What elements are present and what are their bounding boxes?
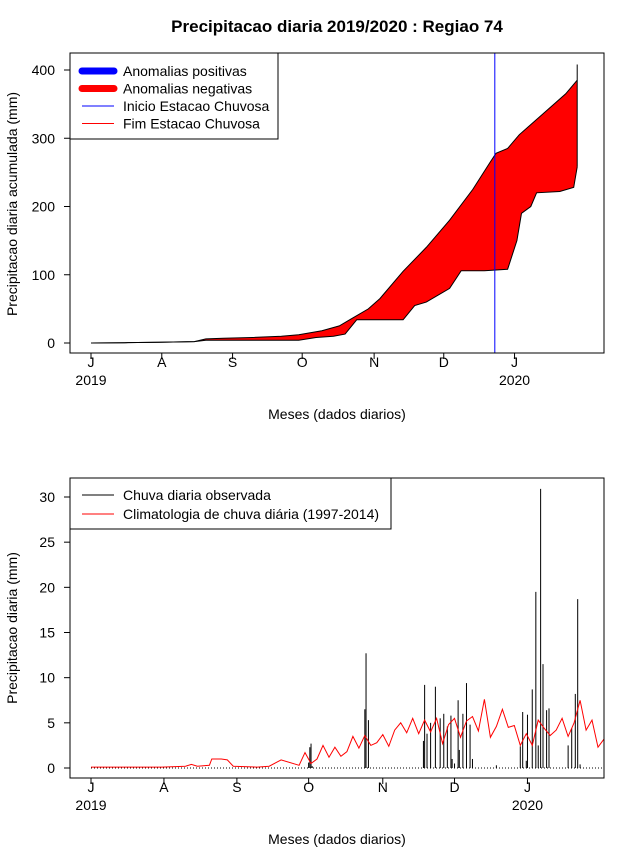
daily-bars-layer — [91, 488, 604, 769]
climatology-daily-line — [91, 699, 605, 768]
year-label: 2019 — [75, 797, 106, 813]
climatology-line-layer — [91, 699, 605, 768]
legend-label: Anomalias positivas — [123, 63, 247, 79]
x-tick-label: N — [369, 354, 379, 370]
y-tick-label: 300 — [32, 130, 56, 146]
legend-box — [69, 477, 392, 530]
y-tick-label: 20 — [39, 579, 55, 595]
y-axis-label: Precipitacao diaria acumulada (mm) — [4, 92, 20, 316]
x-axis-label: Meses (dados diarios) — [268, 406, 406, 422]
x-tick-label: N — [378, 779, 388, 795]
legend-label: Inicio Estacao Chuvosa — [123, 98, 270, 114]
y-axis: 0 100 200 300 400 — [32, 62, 70, 351]
anomaly-fill-layer — [91, 80, 578, 343]
year-label: 2019 — [75, 372, 106, 388]
x-tick-label: J — [511, 354, 518, 370]
y-axis-label: Precipitacao diaria (mm) — [4, 552, 20, 704]
x-tick-label: D — [439, 354, 449, 370]
x-tick-label: S — [228, 354, 237, 370]
cumulative-chart: 0 100 200 300 400 J A S O N D J 2019 2020 Precipitac… — [4, 52, 605, 422]
observed-cumulative-line — [90, 166, 578, 344]
y-tick-label: 10 — [39, 670, 55, 686]
climatology-cumulative-line — [90, 64, 578, 344]
y-tick-label: 25 — [39, 534, 55, 550]
legend-label: Anomalias negativas — [123, 81, 252, 97]
chart-title: Precipitacao diaria 2019/2020 : Regiao 7… — [171, 17, 503, 36]
x-tick-label: D — [449, 779, 459, 795]
y-tick-label: 200 — [32, 199, 56, 215]
x-axis: J A S O N D J 2019 2020 — [75, 352, 530, 388]
series-line-layer — [90, 64, 578, 344]
legend: Chuva diaria observada Climatologia de ch… — [69, 477, 392, 530]
x-tick-label: J — [88, 354, 95, 370]
x-tick-label: J — [88, 779, 95, 795]
year-label: 2020 — [512, 797, 543, 813]
legend-label: Climatologia de chuva diária (1997-2014) — [123, 506, 379, 522]
y-tick-label: 15 — [39, 625, 55, 641]
daily-chart: 0 5 10 15 20 25 30 J A S O N D J 2019 2020 Precipitaca… — [4, 477, 605, 847]
year-label: 2020 — [499, 372, 530, 388]
y-tick-label: 100 — [32, 267, 56, 283]
x-tick-label: S — [232, 779, 241, 795]
y-tick-label: 5 — [47, 715, 55, 731]
y-tick-label: 30 — [39, 489, 55, 505]
x-axis-label: Meses (dados diarios) — [268, 831, 406, 847]
legend-box — [69, 52, 279, 140]
y-tick-label: 400 — [32, 62, 56, 78]
x-tick-label: A — [159, 779, 169, 795]
negative-anomaly-area — [91, 80, 578, 343]
y-tick-label: 0 — [47, 335, 55, 351]
y-axis: 0 5 10 15 20 25 30 — [39, 489, 70, 776]
legend-label: Chuva diaria observada — [123, 487, 271, 503]
x-tick-label: A — [157, 354, 167, 370]
x-tick-label: J — [524, 779, 531, 795]
x-tick-label: O — [303, 779, 314, 795]
legend: Anomalias positivas Anomalias negativasIn… — [69, 52, 279, 140]
legend-label: Fim Estacao Chuvosa — [123, 116, 260, 132]
x-tick-label: O — [297, 354, 308, 370]
y-tick-label: 0 — [47, 760, 55, 776]
x-axis: J A S O N D J 2019 2020 — [75, 777, 543, 813]
